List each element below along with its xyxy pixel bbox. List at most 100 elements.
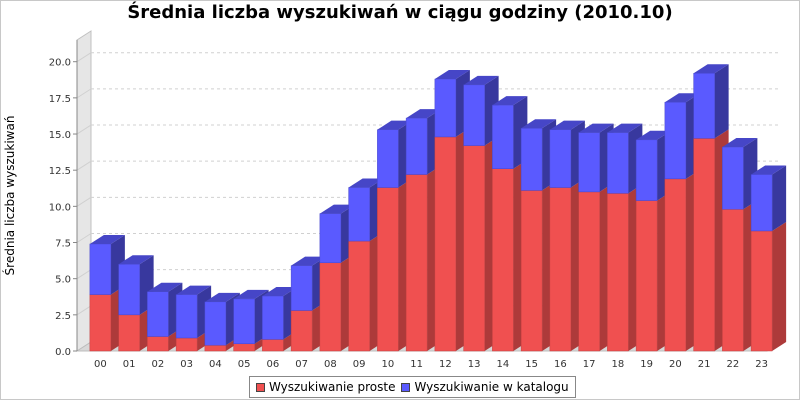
bar-top-katalog — [147, 282, 183, 292]
bar-proste — [319, 262, 342, 352]
bar-side-katalog — [772, 165, 787, 231]
bar-top-katalog — [549, 120, 585, 130]
gridline-wall — [76, 160, 92, 171]
bar-katalog — [607, 132, 629, 194]
x-tick-label: 12 — [439, 359, 452, 370]
x-tick-label: 18 — [612, 359, 625, 370]
bar-top-katalog — [204, 292, 240, 302]
x-tick-label: 10 — [382, 359, 395, 370]
bar-katalog — [722, 146, 744, 210]
y-tick-label: 5.0 — [55, 275, 71, 286]
x-tick-label: 15 — [525, 359, 538, 370]
bar-top-katalog — [722, 138, 758, 148]
bar-katalog — [492, 104, 514, 169]
bar-top-katalog — [262, 287, 298, 297]
gridline-wall — [76, 196, 92, 207]
x-tick-label: 04 — [209, 359, 222, 370]
bar-katalog — [175, 294, 198, 339]
x-tick-label: 02 — [152, 359, 165, 370]
bar-top-katalog — [233, 289, 269, 299]
bar-proste — [262, 339, 284, 352]
legend-label-katalog: Wyszukiwanie w katalogu — [414, 380, 569, 394]
x-tick-label: 20 — [669, 359, 682, 370]
bar-top-katalog — [463, 75, 499, 85]
gridline-wall — [76, 52, 92, 63]
bar-proste — [607, 193, 629, 352]
bar-proste — [635, 200, 658, 352]
y-axis-label: Średnia liczba wyszukiwań — [2, 116, 17, 276]
bar-katalog — [319, 213, 342, 264]
bar-katalog — [147, 291, 169, 337]
bar-katalog — [520, 127, 543, 191]
bar-katalog — [549, 129, 572, 188]
legend-label-proste: Wyszukiwanie proste — [269, 380, 396, 394]
y-tick-label: 0.0 — [55, 347, 71, 358]
bar-proste — [578, 191, 600, 352]
bar-proste — [693, 138, 715, 352]
y-tick-label: 2.5 — [55, 311, 71, 322]
bar-proste — [89, 294, 112, 352]
bar-proste — [520, 190, 543, 352]
x-tick-label: 14 — [497, 359, 510, 370]
y-tick-label: 15.0 — [49, 130, 71, 141]
y-tick-label: 12.5 — [49, 166, 71, 177]
bar-top-katalog — [118, 255, 154, 265]
bar-proste — [664, 178, 687, 352]
bar-top-katalog — [377, 120, 413, 130]
bar-top-katalog — [291, 256, 327, 266]
bar-proste — [722, 208, 744, 352]
bar-proste — [434, 136, 457, 352]
bar-katalog — [434, 78, 457, 138]
x-tick-label: 23 — [755, 359, 768, 370]
bar-proste — [147, 336, 169, 352]
bar-katalog — [578, 132, 600, 193]
bar-proste — [463, 145, 485, 352]
bar-top-katalog — [348, 178, 384, 188]
bar-side-katalog — [714, 64, 729, 139]
bar-proste — [290, 310, 313, 352]
bar-top-katalog — [521, 119, 557, 129]
gridline-wall — [76, 124, 92, 135]
gridline-wall — [76, 305, 92, 316]
x-tick-label: 22 — [727, 359, 740, 370]
x-tick-label: 03 — [180, 359, 193, 370]
bar-top-katalog — [636, 130, 672, 140]
bar-proste — [549, 187, 572, 352]
x-tick-label: 17 — [583, 359, 596, 370]
x-tick-label: 16 — [554, 359, 567, 370]
x-tick-label: 11 — [410, 359, 423, 370]
legend: Wyszukiwanie proste Wyszukiwanie w katal… — [249, 376, 576, 398]
legend-item-wyszukiwanie-proste: Wyszukiwanie proste — [256, 380, 395, 394]
bar-top-katalog — [492, 96, 528, 106]
bar-katalog — [118, 263, 140, 316]
bar-katalog — [290, 265, 313, 311]
bar-katalog — [750, 174, 773, 232]
bar-katalog — [635, 139, 658, 201]
x-tick-label: 01 — [123, 359, 136, 370]
x-tick-label: 08 — [324, 359, 337, 370]
bar-proste — [204, 344, 227, 352]
legend-swatch-katalog — [401, 382, 411, 392]
bar-top-katalog — [578, 123, 614, 133]
chart-title: Średnia liczba wyszukiwań w ciągu godzin… — [127, 2, 673, 23]
x-tick-label: 05 — [238, 359, 251, 370]
y-tick-label: 17.5 — [49, 94, 71, 105]
bar-top-katalog — [406, 109, 442, 119]
x-tick-label: 19 — [640, 359, 653, 370]
x-tick-label: 21 — [698, 359, 711, 370]
x-tick-label: 09 — [353, 359, 366, 370]
gridline-wall — [76, 88, 92, 99]
bar-proste — [348, 240, 370, 352]
bar-proste — [233, 343, 255, 352]
y-tick-label: 20.0 — [49, 58, 71, 69]
bar-katalog — [377, 129, 399, 188]
bar-top-katalog — [434, 70, 470, 80]
bar-katalog — [463, 84, 485, 146]
bar-katalog — [89, 243, 112, 295]
bar-top-katalog — [664, 93, 700, 103]
bar-katalog — [405, 117, 428, 175]
bar-katalog — [262, 295, 284, 340]
bar-proste — [118, 314, 140, 352]
